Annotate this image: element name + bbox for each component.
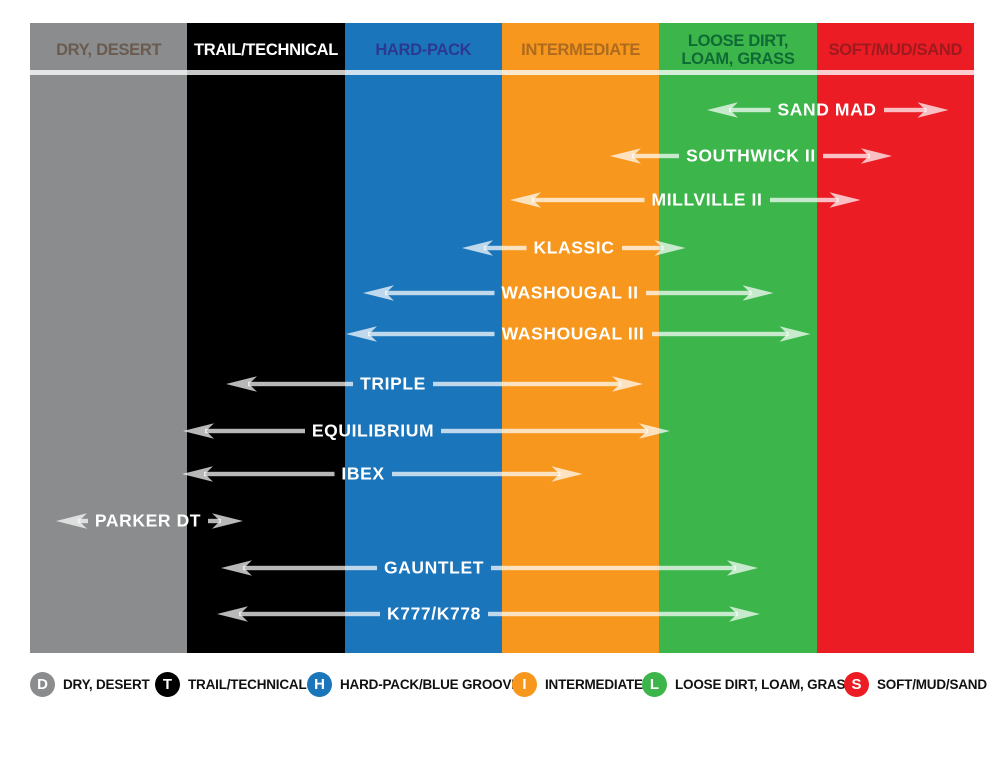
trail-technical-badge-icon: T (155, 671, 180, 697)
column-soft-mud-sand: SOFT/MUD/SAND (816, 23, 974, 653)
legend-letter: D (37, 675, 48, 693)
column-header-dry-desert: DRY, DESERT (56, 40, 162, 59)
column-header-soft-mud-sand: SOFT/MUD/SAND (828, 40, 963, 59)
dry-desert-badge-icon: D (30, 671, 55, 697)
column-loose-dirt-loam-grass: LOOSE DIRT, LOAM, GRASS (659, 23, 817, 653)
column-intermediate: INTERMEDIATE (501, 23, 660, 653)
header-divider-line (30, 70, 974, 75)
legend-letter: T (162, 675, 173, 693)
legend-letter: S (851, 675, 862, 693)
column-header-hard-pack: HARD-PACK (375, 40, 472, 59)
legend-label: INTERMEDIATE (545, 676, 643, 692)
legend-letter: I (522, 675, 527, 693)
column-header-trail-technical: TRAIL/TECHNICAL (194, 40, 338, 59)
legend-label: HARD-PACK/BLUE GROOVE (340, 676, 521, 692)
loose-dirt-badge-icon: L (642, 671, 667, 697)
legend-label: LOOSE DIRT, LOAM, GRASS (675, 676, 855, 692)
legend-item-dry-desert: D DRY, DESERT (30, 671, 150, 697)
legend-item-soft-mud-sand: S SOFT/MUD/SAND (844, 671, 987, 697)
column-header-loose-dirt-loam-grass: LOOSE DIRT, LOAM, GRASS (681, 31, 795, 68)
legend-label: SOFT/MUD/SAND (877, 676, 987, 692)
legend-letter: H (314, 675, 325, 693)
chart-area: DRY, DESERT TRAIL/TECHNICAL HARD-PACK IN… (30, 23, 974, 653)
legend-item-trail-technical: T TRAIL/TECHNICAL (155, 671, 307, 697)
column-dry-desert: DRY, DESERT (30, 23, 188, 653)
legend-item-hard-pack: H HARD-PACK/BLUE GROOVE (307, 671, 520, 697)
legend-item-loose-dirt-loam-grass: L LOOSE DIRT, LOAM, GRASS (642, 671, 854, 697)
soft-mud-sand-badge-icon: S (844, 671, 869, 697)
legend-label: TRAIL/TECHNICAL (188, 676, 307, 692)
legend-letter: L (649, 675, 660, 693)
column-header-intermediate: INTERMEDIATE (521, 40, 641, 59)
legend-item-intermediate: I INTERMEDIATE (512, 671, 643, 697)
legend-label: DRY, DESERT (63, 676, 150, 692)
hard-pack-badge-icon: H (307, 671, 332, 697)
column-hard-pack: HARD-PACK (344, 23, 502, 653)
intermediate-badge-icon: I (512, 671, 537, 697)
column-trail-technical: TRAIL/TECHNICAL (187, 23, 345, 653)
